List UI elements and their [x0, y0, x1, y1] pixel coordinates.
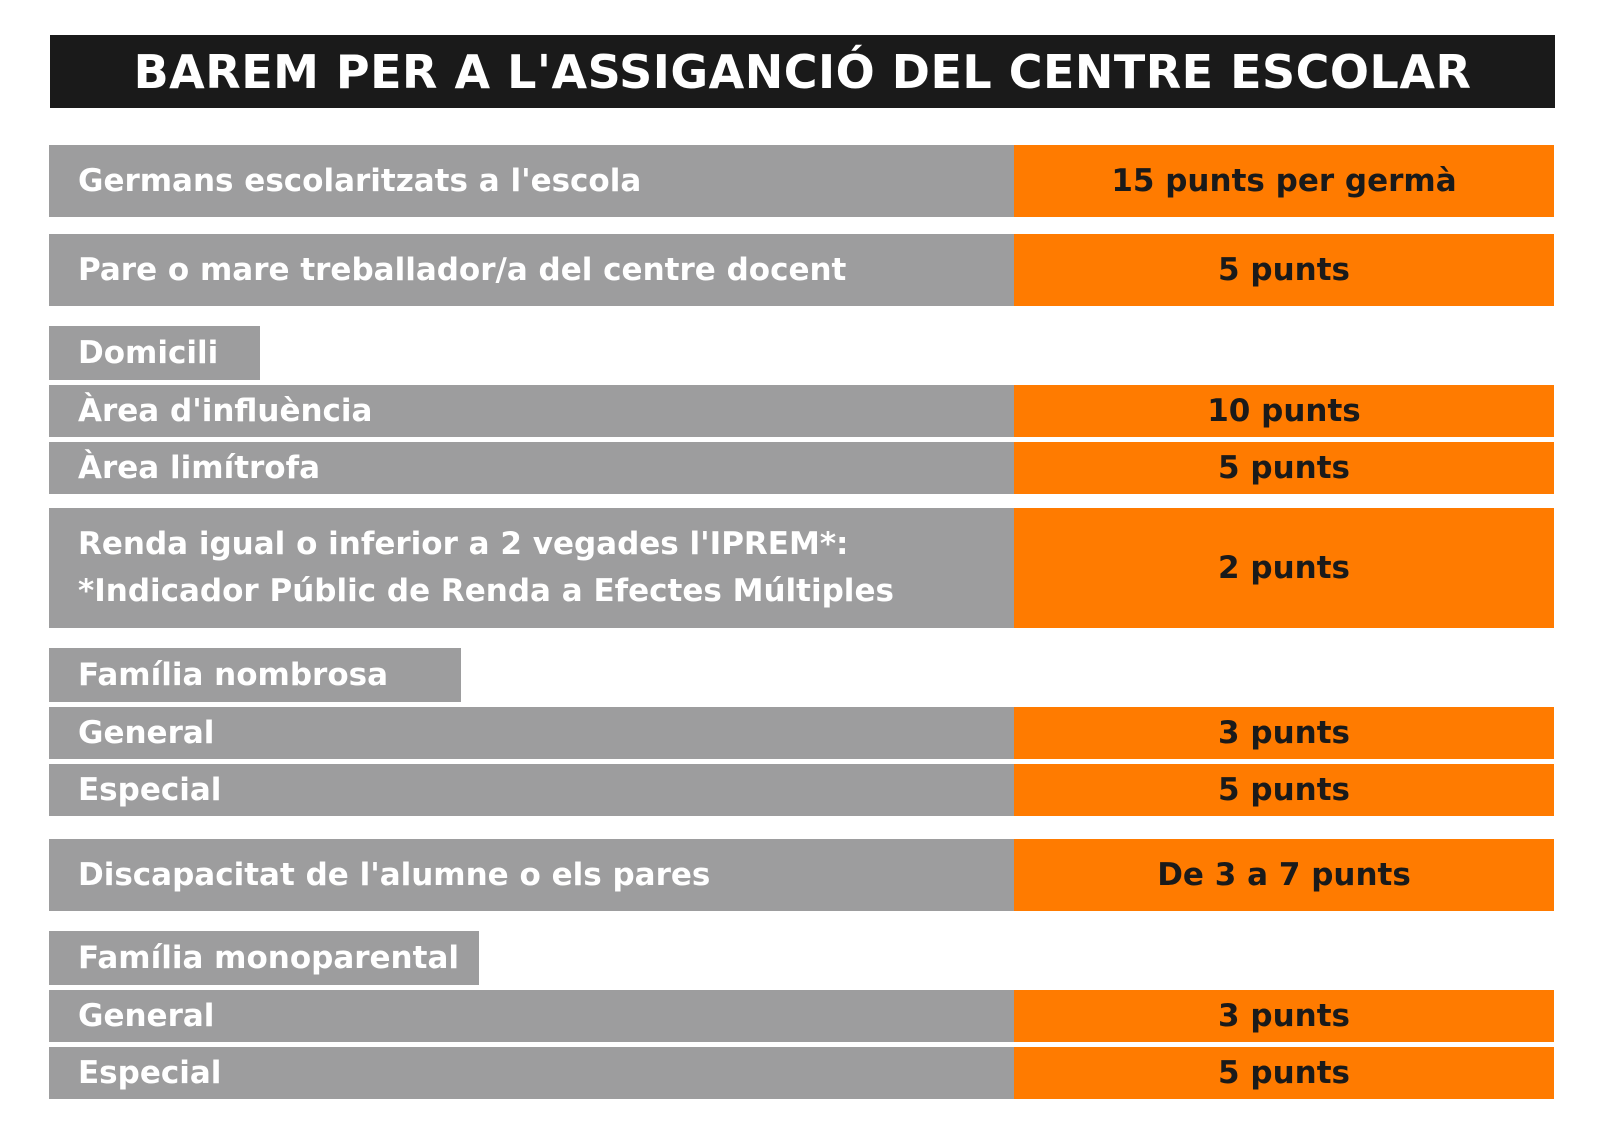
- table-row-area-influencia: Àrea d'influència 10 punts: [49, 385, 1554, 437]
- row-label-line: Renda igual o inferior a 2 vegades l'IPR…: [78, 526, 849, 562]
- table-row-monoparental-especial: Especial 5 punts: [49, 1047, 1554, 1099]
- row-value: 3 punts: [1014, 707, 1554, 759]
- row-label: Àrea limítrofa: [49, 442, 1014, 494]
- section-header-familia-nombrosa: Família nombrosa: [49, 648, 461, 702]
- row-value: 10 punts: [1014, 385, 1554, 437]
- row-label: Renda igual o inferior a 2 vegades l'IPR…: [49, 508, 1014, 628]
- row-value: 5 punts: [1014, 234, 1554, 306]
- row-label: Especial: [49, 764, 1014, 816]
- table-row-nombrosa-general: General 3 punts: [49, 707, 1554, 759]
- row-label: Especial: [49, 1047, 1014, 1099]
- table-row-germans: Germans escolaritzats a l'escola 15 punt…: [49, 145, 1554, 217]
- table-row-discapacitat: Discapacitat de l'alumne o els pares De …: [49, 839, 1554, 911]
- row-value: 5 punts: [1014, 1047, 1554, 1099]
- row-label: Germans escolaritzats a l'escola: [49, 145, 1014, 217]
- row-value: 15 punts per germà: [1014, 145, 1554, 217]
- table-row-pare-mare: Pare o mare treballador/a del centre doc…: [49, 234, 1554, 306]
- row-value: 5 punts: [1014, 442, 1554, 494]
- row-label: General: [49, 990, 1014, 1042]
- row-value: 2 punts: [1014, 508, 1554, 628]
- table-row-nombrosa-especial: Especial 5 punts: [49, 764, 1554, 816]
- row-value: 5 punts: [1014, 764, 1554, 816]
- section-header-familia-monoparental: Família monoparental: [49, 931, 479, 985]
- table-row-renda: Renda igual o inferior a 2 vegades l'IPR…: [49, 508, 1554, 628]
- table-row-area-limitrofa: Àrea limítrofa 5 punts: [49, 442, 1554, 494]
- page-title: BAREM PER A L'ASSIGANCIÓ DEL CENTRE ESCO…: [50, 35, 1555, 108]
- table-row-monoparental-general: General 3 punts: [49, 990, 1554, 1042]
- row-label: General: [49, 707, 1014, 759]
- row-value: 3 punts: [1014, 990, 1554, 1042]
- row-label: Discapacitat de l'alumne o els pares: [49, 839, 1014, 911]
- row-label: Pare o mare treballador/a del centre doc…: [49, 234, 1014, 306]
- row-value: De 3 a 7 punts: [1014, 839, 1554, 911]
- row-label: Àrea d'influència: [49, 385, 1014, 437]
- section-header-domicili: Domicili: [49, 326, 260, 380]
- row-label-note: *Indicador Públic de Renda a Efectes Múl…: [78, 573, 894, 609]
